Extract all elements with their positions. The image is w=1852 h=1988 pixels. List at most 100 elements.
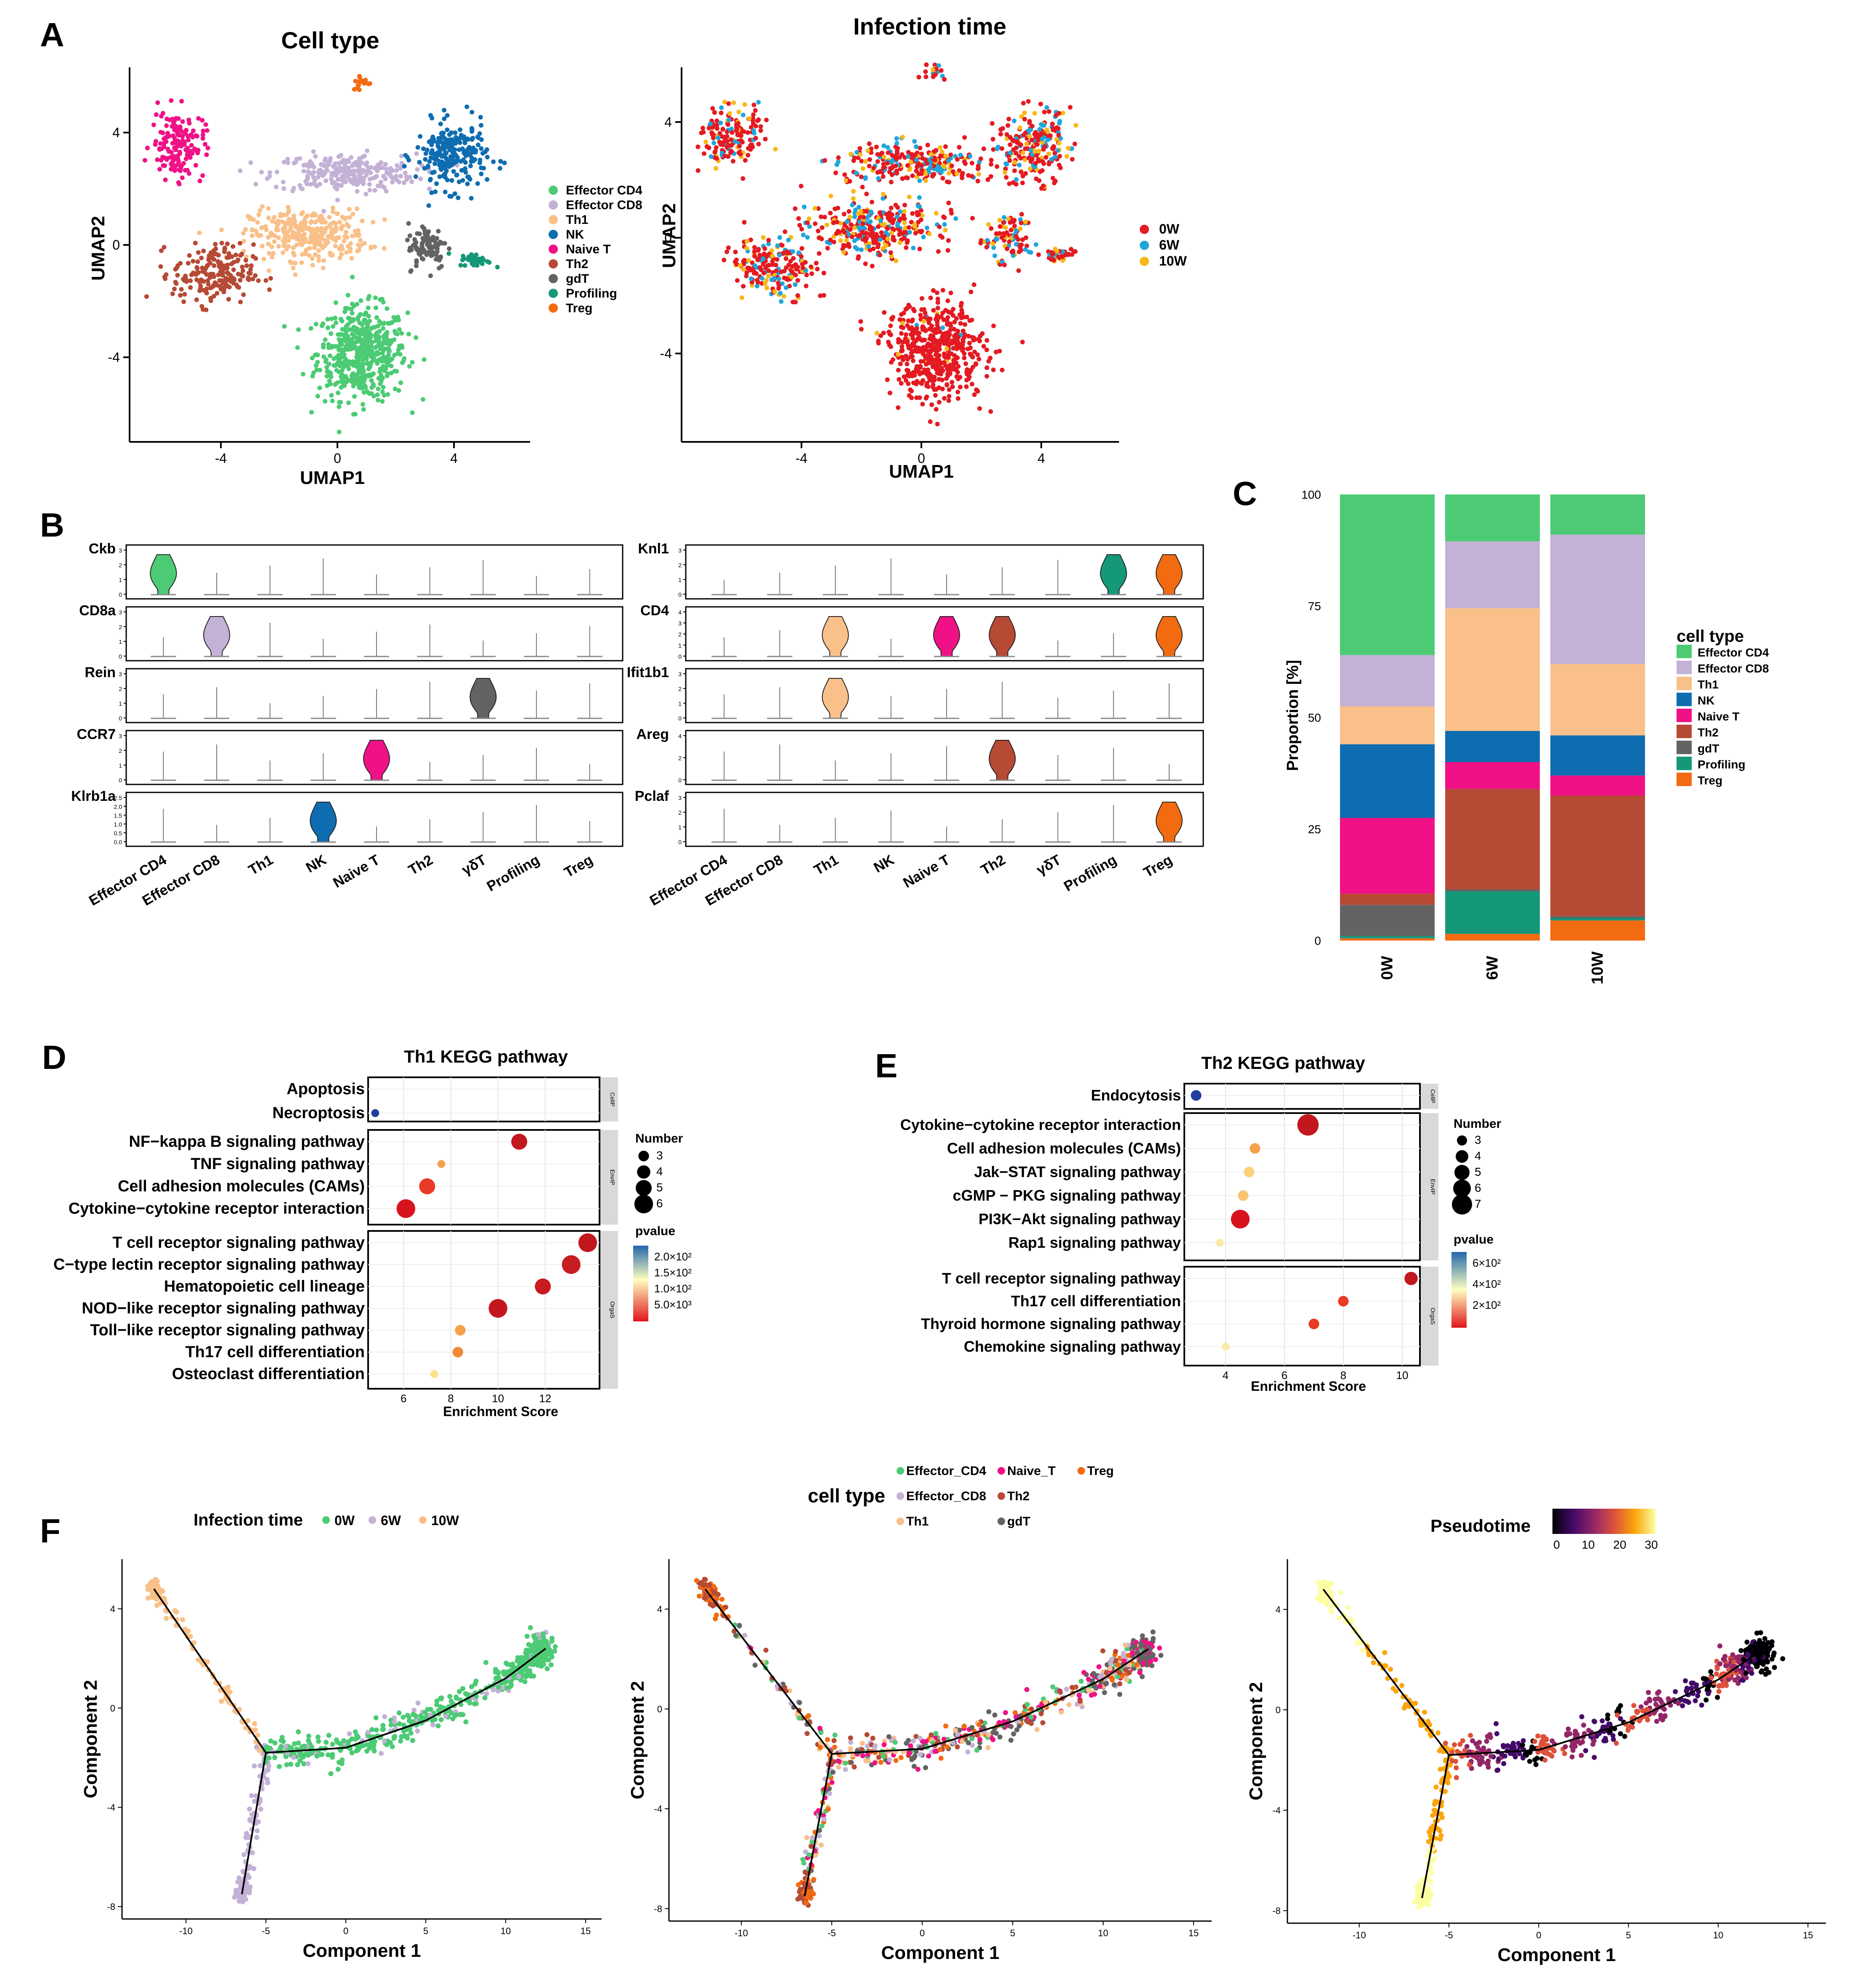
- umap-dot: [935, 306, 940, 311]
- umap-dot: [752, 245, 757, 250]
- enrichment-xtick: 6: [1282, 1369, 1287, 1382]
- umap-dot: [266, 235, 271, 240]
- umap-dot: [1003, 225, 1008, 230]
- trajectory-cell: [326, 1733, 332, 1738]
- umap-dot: [889, 205, 894, 210]
- umap-dot: [958, 321, 963, 326]
- umap-dot: [435, 152, 440, 157]
- umap-dot: [856, 256, 861, 261]
- umap-dot: [980, 331, 985, 336]
- umap-dot: [385, 371, 390, 376]
- umap-dot: [910, 173, 915, 178]
- umap-dot: [978, 156, 983, 161]
- umap-dot: [783, 285, 788, 290]
- umap-dot: [711, 141, 716, 146]
- umap-dot: [237, 241, 242, 246]
- umap-dot: [272, 239, 277, 244]
- umap-dot: [178, 293, 183, 298]
- umap-dot: [243, 258, 248, 263]
- umap-dot: [317, 367, 322, 372]
- umap-dot: [739, 295, 744, 300]
- umap-dot: [462, 141, 467, 146]
- umap-dot: [172, 168, 177, 173]
- enrichment-dot: [419, 1178, 435, 1194]
- umap-dot: [913, 231, 918, 236]
- umap-dot: [862, 236, 868, 241]
- umap-dot: [756, 141, 761, 146]
- trajectory-cell: [367, 1746, 372, 1751]
- trajectory-ytick: 0: [110, 1703, 115, 1714]
- umap-dot: [923, 369, 929, 373]
- pathway-label: Th17 cell differentiation: [1011, 1292, 1181, 1310]
- trajectory-cell: [272, 1755, 278, 1760]
- umap-dot: [988, 409, 993, 414]
- th2-kegg-title: Th2 KEGG pathway: [1201, 1053, 1365, 1073]
- umap-dot: [309, 410, 314, 415]
- violin-row-frame: [685, 792, 1204, 847]
- umap-dot: [485, 177, 490, 182]
- umap-dot: [881, 192, 886, 197]
- stacked-bar-segment: [1550, 916, 1645, 918]
- umap-dot: [383, 366, 388, 371]
- umap-dot: [454, 173, 459, 178]
- umap-dot: [1000, 146, 1004, 151]
- umap-dot: [204, 291, 209, 295]
- umap-dot: [266, 242, 271, 247]
- panel-letter-b: B: [40, 506, 64, 544]
- umap-dot: [746, 130, 750, 135]
- violin-row-frame: [685, 668, 1204, 723]
- violin-ytick: 1: [119, 762, 122, 769]
- umap-dot: [231, 267, 236, 272]
- umap-dot: [856, 211, 861, 216]
- umap-dot: [731, 159, 735, 164]
- umap-dot: [284, 233, 289, 238]
- umap-dot: [324, 238, 329, 243]
- umap-dot: [343, 335, 348, 340]
- trajectory-cell: [272, 1740, 278, 1746]
- violin-ytick: 1.0: [114, 821, 122, 828]
- umap-dot: [878, 169, 883, 174]
- umap-dot: [153, 139, 158, 144]
- umap-dot: [947, 332, 952, 337]
- umap-dot: [958, 152, 963, 157]
- umap-dot: [949, 163, 954, 168]
- umap-dot: [293, 272, 298, 277]
- umap-dot: [752, 131, 756, 136]
- pathway-label: NOD−like receptor signaling pathway: [82, 1300, 365, 1317]
- umap-dot: [293, 260, 298, 266]
- umap-dot: [175, 132, 180, 137]
- trajectory-cell: [219, 1698, 224, 1704]
- bar-category-label: 10W: [1589, 951, 1607, 984]
- umap-dot: [791, 256, 796, 261]
- umap-dot: [820, 225, 825, 230]
- umap-dot: [850, 202, 855, 207]
- umap-dot: [1037, 127, 1042, 132]
- umap-dot: [379, 359, 385, 364]
- umap-dot: [381, 385, 386, 390]
- enrichment-dot: [562, 1255, 581, 1274]
- umap-dot: [888, 166, 893, 171]
- umap-dot: [1007, 158, 1012, 163]
- umap-dot: [280, 219, 285, 224]
- umap-dot: [758, 124, 763, 129]
- umap-dot: [364, 191, 369, 197]
- umap-dot: [791, 300, 796, 305]
- umap-dot: [368, 246, 373, 251]
- color-legend-label: 1.5×10²: [654, 1266, 692, 1279]
- umap-dot: [856, 225, 861, 230]
- umap-dot: [746, 266, 751, 271]
- umap-dot: [1066, 146, 1071, 151]
- umap-dot: [899, 347, 905, 352]
- umap-dot: [403, 153, 408, 158]
- umap-dot: [321, 321, 326, 326]
- trajectory-cell: [279, 1735, 285, 1740]
- violin-category-label: γδT: [459, 852, 489, 878]
- umap-dot: [292, 161, 297, 166]
- umap-dot: [197, 288, 202, 293]
- umap-dot: [357, 164, 362, 169]
- violin-category-label: NK: [871, 852, 897, 876]
- umap-dot: [335, 211, 340, 216]
- umap-dot: [350, 234, 355, 239]
- umap-dot: [946, 200, 951, 205]
- umap-dot: [458, 263, 463, 268]
